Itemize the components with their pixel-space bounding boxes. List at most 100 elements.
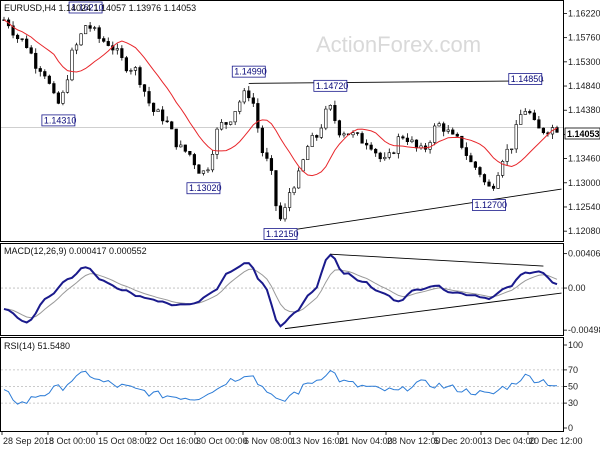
- price-candle-body: [147, 91, 151, 104]
- macd-trendline: [284, 292, 562, 330]
- price-annotation-label: 1.13020: [189, 183, 222, 193]
- price-annotation-label: 1.14990: [234, 67, 267, 77]
- price-candle-body: [537, 119, 541, 129]
- price-candle-body: [20, 38, 24, 40]
- price-candle-body: [183, 144, 187, 152]
- price-candle-body: [219, 122, 224, 130]
- price-candle-body: [88, 25, 92, 29]
- price-candle-body: [206, 169, 210, 172]
- last-price-tag-box: [564, 127, 600, 140]
- time-axis-label: 28 Sep 2018: [3, 436, 54, 446]
- price-candle-body: [97, 27, 101, 39]
- price-candle-body: [106, 41, 110, 46]
- price-annotation-label: 1.16210: [71, 2, 104, 12]
- price-candle-body: [446, 129, 450, 132]
- price-candle-body: [355, 132, 360, 134]
- price-candle-body: [501, 161, 505, 176]
- price-candle-body: [519, 114, 523, 125]
- price-candle-body: [283, 207, 287, 220]
- price-candle-body: [188, 151, 192, 155]
- price-candle-body: [297, 170, 301, 189]
- price-candle-body: [83, 25, 88, 35]
- rsi-panel-frame: [0, 337, 564, 432]
- price-candle-body: [197, 164, 201, 174]
- price-candle-body: [251, 97, 255, 104]
- price-candle-body: [319, 127, 323, 138]
- price-candle-body: [455, 133, 459, 137]
- price-candle-body: [215, 128, 219, 155]
- price-candle-body: [29, 47, 33, 54]
- price-trendline: [248, 80, 544, 84]
- price-annotation-box: [186, 182, 221, 195]
- price-candle-body: [460, 135, 464, 148]
- time-axis-label: 8 Oct 00:00: [49, 436, 96, 446]
- price-candle-body: [260, 127, 264, 154]
- time-axis-label: 13 Dec 04:00: [482, 436, 536, 446]
- price-candle-body: [43, 71, 47, 77]
- price-y-tick-label: 1.12080: [568, 226, 600, 236]
- price-candle-body: [514, 124, 518, 150]
- time-axis-label: 5 Dec 20:00: [434, 436, 483, 446]
- price-candle-body: [469, 155, 473, 163]
- price-candles: [2, 16, 559, 222]
- rsi-panel-title: RSI(14) 51.5480: [4, 341, 70, 351]
- price-panel-frame: [0, 0, 564, 242]
- price-candle-body: [242, 90, 246, 103]
- price-candle-body: [482, 174, 487, 183]
- time-axis-label: 21 Nov 04:00: [339, 436, 393, 446]
- price-candle-body: [115, 48, 119, 51]
- last-price-tag: 1.14053: [567, 129, 600, 139]
- price-annotation-box: [68, 1, 103, 14]
- price-trendline: [280, 188, 562, 233]
- time-axis-label: 15 Oct 08:00: [98, 436, 150, 446]
- price-candle-body: [56, 92, 60, 104]
- price-candle-body: [238, 101, 242, 112]
- price-candle-body: [34, 52, 38, 69]
- price-candle-body: [505, 148, 509, 162]
- price-candle-body: [360, 133, 364, 144]
- price-candle-body: [192, 154, 196, 166]
- price-candle-body: [365, 142, 369, 146]
- price-candle-body: [442, 123, 446, 132]
- price-y-tick-label: 1.15760: [568, 33, 600, 43]
- price-candle-body: [142, 84, 147, 92]
- price-candle-body: [233, 111, 237, 123]
- price-candle-body: [179, 144, 183, 148]
- price-y-tick-label: 1.16220: [568, 8, 600, 18]
- price-candle-body: [342, 133, 346, 136]
- price-annotation-label: 1.12700: [475, 200, 508, 210]
- price-candle-body: [301, 159, 305, 172]
- price-annotations: 1.16210 1.14310 1.14990 1.13020 1.14720 1.121…: [41, 1, 543, 240]
- price-candle-body: [11, 25, 15, 36]
- price-candle-body: [410, 139, 414, 143]
- price-candle-body: [256, 103, 260, 129]
- macd-trendlines: [284, 253, 562, 330]
- price-candle-body: [47, 75, 51, 84]
- price-candle-body: [523, 111, 527, 115]
- price-candle-body: [210, 153, 215, 171]
- price-y-tick-label: 1.12540: [568, 202, 600, 212]
- price-candle-body: [38, 68, 42, 72]
- price-candle-body: [274, 170, 278, 207]
- macd-y-tick-label: 0.00: [568, 283, 586, 293]
- price-annotation-label: 1.12150: [266, 229, 299, 239]
- price-candle-body: [102, 38, 106, 42]
- price-candle-body: [532, 112, 536, 121]
- price-candle-body: [478, 167, 482, 175]
- rsi-y-tick-label: 0: [568, 423, 573, 433]
- time-axis-label: 6 Nov 08:00: [244, 436, 293, 446]
- price-candle-body: [25, 38, 29, 49]
- rsi-y-tick-label: 50: [568, 382, 578, 392]
- price-candle-body: [170, 121, 174, 130]
- macd-panel-title: MACD(12,26,9) 0.000417 0.000552: [4, 246, 147, 256]
- price-candle-body: [496, 175, 500, 189]
- price-candle-body: [74, 44, 79, 51]
- price-annotation-label: 1.14310: [44, 115, 77, 125]
- macd-panel-frame: [0, 243, 564, 336]
- price-candle-body: [161, 109, 165, 122]
- price-candle-body: [351, 132, 355, 136]
- price-y-tick-label: 1.13460: [568, 154, 600, 164]
- price-candle-body: [487, 181, 491, 187]
- price-candle-body: [93, 27, 97, 29]
